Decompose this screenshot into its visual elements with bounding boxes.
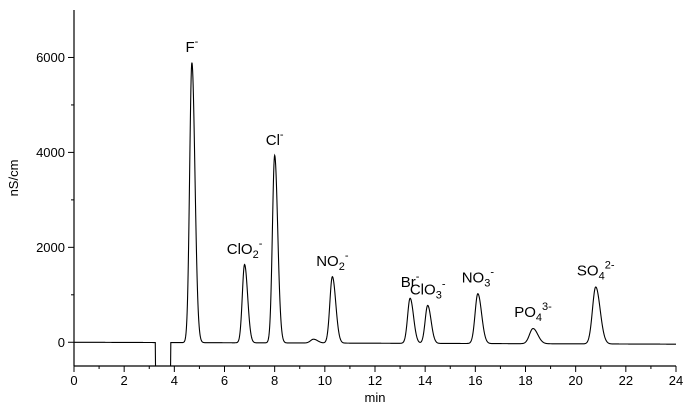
- peak-label-charge: -: [442, 278, 446, 290]
- x-tick-label: 10: [318, 373, 332, 388]
- y-tick-label: 6000: [36, 50, 65, 65]
- x-tick-label: 24: [669, 373, 683, 388]
- peak-label: NO3-: [462, 266, 495, 289]
- peak-label-formula: NO: [462, 269, 485, 286]
- x-tick-label: 12: [368, 373, 382, 388]
- peak-label-charge: -: [280, 129, 284, 141]
- peak-label: Br-: [401, 271, 420, 291]
- x-tick-label: 8: [271, 373, 278, 388]
- peak-label-formula: PO: [514, 304, 536, 321]
- y-tick-label: 4000: [36, 145, 65, 160]
- peak-label-formula: NO: [316, 253, 339, 270]
- peak-label-formula: ClO: [227, 241, 253, 258]
- peak-label: F-: [185, 36, 198, 56]
- peak-label-formula: F: [185, 39, 194, 56]
- y-axis-title: nS/cm: [6, 160, 21, 197]
- peak-labels: F-ClO2-Cl-NO2-Br-ClO3- NO3-PO43-SO42-: [185, 36, 614, 324]
- peak-label-subscript: 3: [484, 277, 490, 289]
- peak-label: ClO3-: [410, 278, 446, 301]
- peak-label-charge: -: [195, 36, 199, 48]
- peak-label-formula: Cl: [266, 132, 280, 149]
- x-tick-label: 6: [221, 373, 228, 388]
- peak-label: Cl-: [266, 129, 284, 149]
- peak-label-charge: -: [345, 250, 349, 262]
- x-tick-label: 18: [518, 373, 532, 388]
- peak-label: NO2-: [316, 250, 349, 273]
- y-tick-label: 2000: [36, 240, 65, 255]
- peak-label-charge: 3-: [542, 301, 552, 313]
- peak-label-subscript: 2: [339, 261, 345, 273]
- x-tick-label: 4: [171, 373, 178, 388]
- x-tick-label: 0: [70, 373, 77, 388]
- peak-label-subscript: 3: [436, 289, 442, 301]
- x-tick-label: 14: [418, 373, 432, 388]
- peak-label-subscript: 4: [536, 312, 542, 324]
- peak-label-charge: -: [490, 266, 494, 278]
- peak-label-charge: 2-: [605, 259, 615, 271]
- x-axis-title: min: [365, 390, 386, 405]
- peak-label-formula: ClO: [410, 281, 436, 298]
- peak-label-formula: Br: [401, 274, 416, 291]
- peak-label-subscript: 2: [253, 249, 259, 261]
- x-tick-label: 22: [619, 373, 633, 388]
- peak-label-formula: SO: [577, 262, 599, 279]
- peak-label: SO42-: [577, 259, 615, 282]
- x-tick-label: 20: [568, 373, 582, 388]
- x-tick-label: 16: [468, 373, 482, 388]
- y-axis: 0 2000 4000 6000: [36, 10, 75, 366]
- peak-label: ClO2-: [227, 238, 263, 261]
- peak-label: PO43-: [514, 301, 552, 324]
- peak-label-subscript: 4: [599, 270, 605, 282]
- chromatogram-trace: [74, 62, 677, 367]
- x-axis: 0 2 4 6 8 10 12 14 16 18 20 22 24: [70, 365, 683, 388]
- x-tick-label: 2: [121, 373, 128, 388]
- y-tick-label: 0: [58, 335, 65, 350]
- peak-label-charge: -: [259, 238, 263, 250]
- peak-label-charge: -: [416, 271, 420, 283]
